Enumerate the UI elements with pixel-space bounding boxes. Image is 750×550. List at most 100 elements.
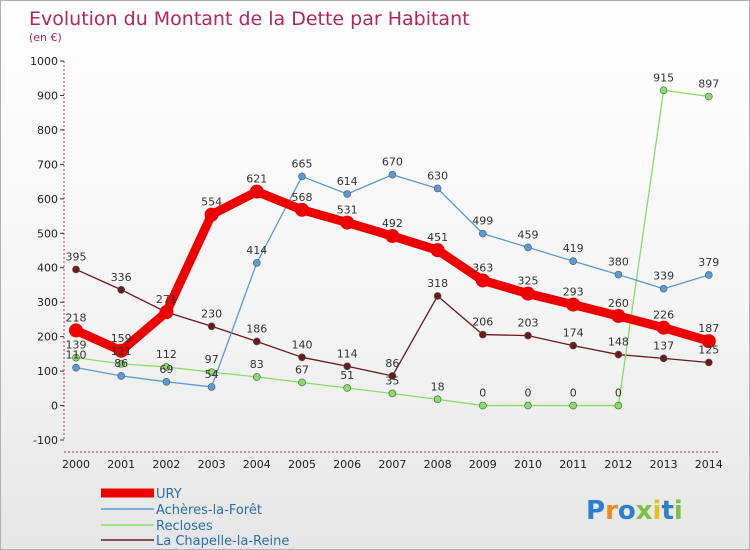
series-point bbox=[72, 265, 80, 274]
series-point bbox=[343, 384, 352, 392]
data-label: 83 bbox=[250, 358, 264, 371]
data-label: 271 bbox=[156, 293, 177, 306]
data-label: 419 bbox=[563, 242, 584, 255]
y-tick-label: 200 bbox=[37, 331, 58, 344]
x-tick-label: 2010 bbox=[514, 458, 542, 471]
series-point bbox=[611, 308, 626, 323]
y-tick-label: 400 bbox=[37, 262, 58, 275]
data-label: 325 bbox=[518, 275, 539, 288]
series-point bbox=[388, 389, 397, 398]
series-point bbox=[659, 86, 668, 95]
series-point bbox=[204, 207, 219, 222]
series-point bbox=[343, 362, 352, 371]
data-label: 614 bbox=[337, 175, 358, 188]
series-point bbox=[614, 401, 623, 410]
x-tick-label: 2007 bbox=[378, 458, 406, 471]
series-point bbox=[524, 331, 532, 340]
series-point bbox=[475, 273, 490, 288]
series-point bbox=[253, 337, 261, 346]
series-point bbox=[478, 330, 487, 339]
x-tick-label: 2006 bbox=[333, 458, 361, 471]
data-label: 226 bbox=[653, 309, 674, 322]
x-tick-label: 2002 bbox=[152, 458, 180, 471]
data-label: 492 bbox=[382, 217, 403, 230]
series-point bbox=[162, 363, 171, 371]
data-label: 18 bbox=[431, 380, 445, 393]
data-label: 318 bbox=[427, 277, 448, 290]
y-tick-label: 500 bbox=[37, 227, 58, 240]
data-label: 139 bbox=[66, 339, 87, 352]
series-point bbox=[704, 271, 713, 279]
series-point bbox=[117, 285, 125, 294]
legend-label: La Chapelle-la-Reine bbox=[156, 534, 289, 549]
data-label: 0 bbox=[525, 387, 532, 400]
data-label: 148 bbox=[608, 336, 629, 349]
data-label: 459 bbox=[518, 228, 539, 241]
x-tick-label: 2003 bbox=[198, 458, 226, 471]
series-point bbox=[340, 215, 355, 230]
series-point bbox=[433, 395, 442, 404]
data-label: 86 bbox=[385, 357, 399, 370]
logo-letter-r: r bbox=[605, 496, 618, 526]
data-label: 336 bbox=[111, 271, 132, 284]
y-tick-label: 600 bbox=[37, 193, 58, 206]
series-point bbox=[478, 401, 487, 410]
data-label: 69 bbox=[159, 363, 173, 376]
proxiti-logo: Proxiti bbox=[586, 496, 683, 526]
series-point bbox=[566, 297, 581, 312]
series-point bbox=[569, 401, 578, 410]
legend-label: URY bbox=[156, 487, 182, 502]
data-label: 414 bbox=[246, 244, 267, 257]
series-point bbox=[207, 368, 216, 376]
series-point bbox=[524, 401, 532, 410]
series-point bbox=[298, 378, 306, 387]
data-label: 35 bbox=[385, 374, 399, 387]
series-point bbox=[521, 286, 535, 301]
series-point bbox=[295, 202, 309, 217]
y-tick-label: 800 bbox=[37, 124, 58, 137]
data-label: 110 bbox=[66, 349, 87, 362]
series-point bbox=[656, 320, 671, 335]
y-tick-label: 0 bbox=[51, 400, 58, 413]
data-label: 114 bbox=[337, 347, 358, 360]
series-point bbox=[569, 257, 578, 265]
series-point bbox=[433, 292, 442, 300]
x-tick-label: 2005 bbox=[288, 458, 316, 471]
data-label: 203 bbox=[518, 317, 539, 330]
x-tick-label: 2009 bbox=[469, 458, 497, 471]
y-tick-label: 900 bbox=[37, 89, 58, 102]
data-label: 97 bbox=[205, 353, 219, 366]
series-point bbox=[524, 243, 532, 252]
series-point bbox=[114, 343, 129, 358]
logo-letter-i2: i bbox=[674, 496, 683, 526]
series-point bbox=[343, 190, 352, 198]
series-point bbox=[207, 322, 216, 331]
data-label: 451 bbox=[427, 231, 448, 244]
series-point bbox=[117, 372, 125, 380]
data-label: 665 bbox=[292, 157, 313, 170]
y-tick-label: 700 bbox=[37, 158, 58, 171]
data-label: 187 bbox=[698, 322, 719, 335]
series-point bbox=[298, 172, 306, 181]
data-label: 395 bbox=[66, 250, 87, 263]
y-tick-label: 300 bbox=[37, 296, 58, 309]
data-label: 137 bbox=[653, 339, 674, 352]
data-label: 51 bbox=[340, 369, 354, 382]
data-label: 363 bbox=[472, 261, 493, 274]
data-label: 125 bbox=[698, 343, 719, 356]
series-point bbox=[388, 170, 397, 179]
chart-title: Evolution du Montant de la Dette par Hab… bbox=[29, 8, 470, 30]
series-point bbox=[385, 229, 400, 244]
logo-letter-p: P bbox=[586, 496, 605, 526]
logo-letter-x: x bbox=[636, 496, 653, 526]
chart-subtitle: (en €) bbox=[29, 31, 62, 44]
series-point bbox=[430, 243, 445, 258]
series-point bbox=[249, 184, 264, 199]
data-label: 554 bbox=[201, 196, 222, 209]
series-point bbox=[253, 373, 261, 381]
data-label: 915 bbox=[653, 71, 674, 84]
x-tick-label: 2008 bbox=[424, 458, 452, 471]
series-point bbox=[569, 341, 578, 350]
